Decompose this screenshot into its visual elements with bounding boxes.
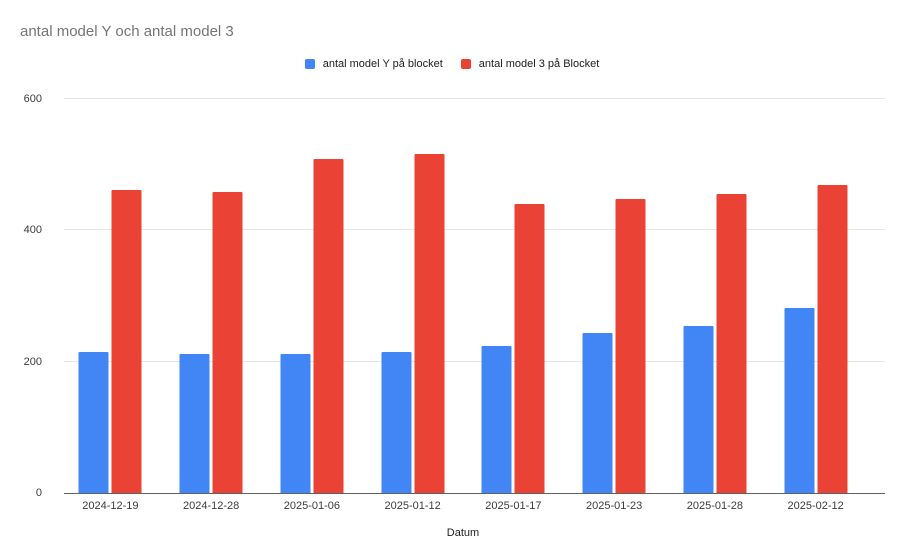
chart-title: antal model Y och antal model 3 (20, 23, 234, 40)
x-tick-label-2025-01-12: 2025-01-12 (384, 500, 441, 512)
y-tick-label-200: 200 (23, 355, 42, 368)
bar-antal-model-3-på-blocket-2024-12-28 (212, 191, 243, 493)
legend-swatch-blue-icon (304, 59, 315, 69)
bar-group-2025-01-17 (463, 99, 564, 493)
x-tick-label-2025-01-06: 2025-01-06 (283, 500, 341, 512)
bar-antal-model-3-på-blocket-2025-01-17 (514, 204, 545, 493)
bar-group-2024-12-28 (161, 99, 262, 493)
bar-group-2025-01-06 (262, 99, 363, 493)
y-tick-label-400: 400 (23, 224, 42, 237)
bar-pair (683, 99, 747, 493)
x-axis-title: Datum (446, 527, 480, 539)
bar-group-2025-02-12 (765, 99, 866, 493)
bar-antal-model-3-på-blocket-2025-01-06 (313, 158, 344, 493)
bar-pair (78, 99, 142, 493)
y-tick-label-600: 600 (23, 93, 42, 105)
x-axis-labels: 2024-12-19 2024-12-28 2025-01-06 2025-01-12… (60, 500, 866, 512)
bar-pair (179, 99, 243, 493)
bar-pair (280, 99, 344, 493)
gridline-200 (64, 360, 885, 362)
bar-pair (481, 99, 545, 493)
gridline-400 (64, 229, 885, 231)
gridline-600 (64, 98, 885, 99)
legend-swatch-red-icon (460, 59, 471, 69)
x-axis-line (64, 493, 885, 494)
bars-layer (60, 99, 866, 493)
legend-label-model-3: antal model 3 på Blocket (478, 58, 600, 70)
bar-antal-model-3-på-blocket-2025-01-12 (414, 154, 445, 493)
x-tick-label-2024-12-28: 2024-12-28 (182, 500, 240, 512)
bar-group-2024-12-19 (60, 99, 161, 493)
x-tick-label-2025-01-23: 2025-01-23 (585, 500, 643, 512)
bar-pair (582, 99, 646, 493)
bar-antal-model-3-på-blocket-2025-01-23 (615, 198, 646, 493)
legend-label-model-y: antal model Y på blocket (322, 58, 443, 70)
bar-antal-model-3-på-blocket-2025-01-28 (716, 193, 747, 493)
bar-antal-model-y-på-blocket-2025-01-23 (582, 332, 613, 493)
bar-antal-model-y-på-blocket-2024-12-19 (78, 351, 109, 493)
y-tick-label-0: 0 (35, 487, 42, 499)
chart-legend: antal model Y på blocket antal model 3 p… (0, 58, 904, 70)
x-tick-label-2025-02-12: 2025-02-12 (787, 500, 844, 512)
bar-group-2025-01-23 (564, 99, 665, 493)
bar-pair (381, 99, 445, 493)
y-axis: 0 200 400 600 (0, 0, 42, 554)
legend-item-model-3[interactable]: antal model 3 på Blocket (460, 58, 600, 70)
bar-antal-model-y-på-blocket-2024-12-28 (179, 353, 210, 493)
bar-group-2025-01-12 (362, 99, 463, 493)
bar-antal-model-3-på-blocket-2024-12-19 (111, 190, 142, 493)
bar-antal-model-y-på-blocket-2025-01-12 (381, 351, 412, 493)
bar-pair (784, 99, 848, 493)
x-tick-label-2025-01-28: 2025-01-28 (686, 500, 744, 512)
bar-antal-model-y-på-blocket-2025-01-28 (683, 325, 714, 493)
plot-area (64, 98, 885, 494)
bar-antal-model-y-på-blocket-2025-01-06 (280, 353, 311, 493)
bar-antal-model-y-på-blocket-2025-01-17 (481, 345, 512, 493)
bar-antal-model-y-på-blocket-2025-02-12 (784, 307, 815, 493)
bar-antal-model-3-på-blocket-2025-02-12 (817, 185, 848, 493)
x-tick-label-2025-01-17: 2025-01-17 (485, 500, 542, 512)
x-tick-label-2024-12-19: 2024-12-19 (82, 500, 139, 512)
legend-item-model-y[interactable]: antal model Y på blocket (304, 58, 443, 70)
bar-group-2025-01-28 (665, 99, 766, 493)
